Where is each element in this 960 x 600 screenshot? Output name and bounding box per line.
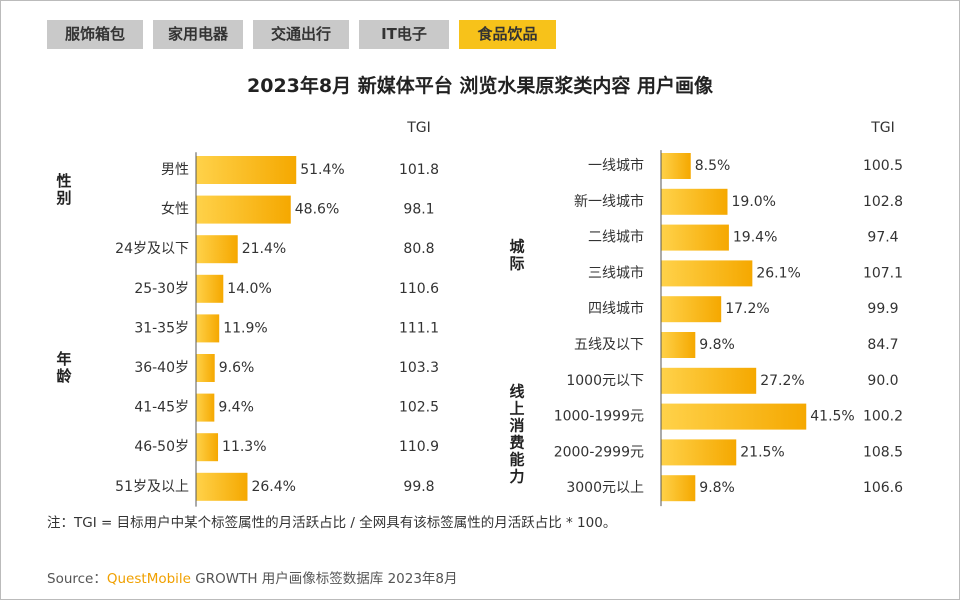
- bar: [196, 433, 219, 462]
- category-label: 新一线城市: [574, 193, 644, 210]
- tab[interactable]: IT电子: [359, 20, 449, 49]
- category-label: 四线城市: [588, 300, 644, 317]
- value-label: 19.0%: [732, 194, 776, 210]
- tgi-value: 111.1: [399, 320, 439, 336]
- tgi-value: 102.8: [863, 194, 903, 210]
- category-label: 41-45岁: [134, 400, 189, 416]
- tgi-value: 98.1: [403, 202, 434, 218]
- tgi-value: 90.0: [867, 373, 898, 389]
- tgi-value: 99.9: [867, 301, 898, 317]
- tab[interactable]: 食品饮品: [459, 20, 556, 49]
- category-label: 1000-1999元: [554, 409, 644, 425]
- value-label: 9.4%: [218, 400, 254, 416]
- bar: [196, 314, 220, 343]
- tgi-value: 110.6: [399, 281, 439, 297]
- tgi-header: TGI: [406, 120, 431, 136]
- source-brand: QuestMobile: [106, 571, 191, 587]
- category-label: 女性: [161, 201, 189, 218]
- value-label: 9.6%: [219, 360, 255, 376]
- tab[interactable]: 服饰箱包: [47, 20, 143, 49]
- tgi-value: 84.7: [867, 337, 898, 353]
- bar: [661, 188, 728, 215]
- bar: [196, 354, 215, 382]
- tgi-value: 99.8: [403, 479, 434, 495]
- tgi-value: 108.5: [863, 444, 903, 460]
- bar: [196, 472, 248, 501]
- tgi-value: 100.2: [863, 409, 903, 425]
- category-label: 51岁及以上: [115, 479, 189, 495]
- bar: [661, 224, 729, 251]
- tgi-value: 107.1: [863, 265, 903, 281]
- category-label: 男性: [161, 162, 189, 178]
- bar: [196, 393, 215, 422]
- tab[interactable]: 家用电器: [153, 20, 243, 49]
- footnote: 注：TGI = 目标用户中某个标签属性的月活跃占比 / 全网具有该标签属性的月活…: [47, 515, 617, 531]
- tgi-value: 97.4: [867, 230, 898, 246]
- value-label: 17.2%: [725, 301, 769, 317]
- value-label: 19.4%: [733, 230, 777, 246]
- value-label: 51.4%: [300, 162, 344, 178]
- category-label: 2000-2999元: [554, 444, 644, 460]
- tgi-value: 103.3: [399, 360, 439, 376]
- bar: [661, 153, 691, 179]
- value-label: 11.9%: [223, 320, 267, 336]
- bar: [196, 156, 297, 184]
- category-label: 24岁及以下: [115, 241, 189, 257]
- value-label: 41.5%: [810, 409, 854, 425]
- group-label: 年龄: [55, 350, 73, 385]
- value-label: 27.2%: [760, 373, 804, 389]
- bar: [661, 260, 753, 287]
- bar: [661, 403, 807, 430]
- value-label: 9.8%: [699, 480, 735, 496]
- category-label: 3000元以上: [566, 480, 644, 496]
- group-label: 性别: [55, 172, 73, 207]
- value-label: 26.4%: [251, 479, 295, 495]
- source-prefix: Source：: [47, 571, 107, 587]
- category-label: 46-50岁: [134, 439, 189, 455]
- title: 2023年8月 新媒体平台 浏览水果原浆类内容 用户画像: [247, 75, 713, 97]
- value-label: 11.3%: [222, 439, 266, 455]
- category-label: 一线城市: [588, 157, 644, 174]
- tgi-value: 106.6: [863, 480, 903, 496]
- bar: [196, 235, 238, 264]
- tgi-header: TGI: [870, 120, 895, 136]
- source: Source：QuestMobile GROWTH 用户画像标签数据库 2023…: [47, 567, 458, 587]
- value-label: 26.1%: [756, 265, 800, 281]
- category-label: 25-30岁: [134, 281, 189, 297]
- value-label: 21.4%: [242, 241, 286, 257]
- tgi-value: 102.5: [399, 400, 439, 416]
- value-label: 21.5%: [740, 444, 784, 460]
- group-label: 线上消费能力: [508, 383, 526, 486]
- bar: [661, 475, 696, 502]
- category-label: 1000元以下: [566, 373, 644, 389]
- tgi-value: 80.8: [403, 241, 434, 257]
- category-label: 36-40岁: [134, 360, 189, 376]
- tab[interactable]: 交通出行: [253, 20, 349, 49]
- category-label: 三线城市: [588, 264, 644, 281]
- source-text: GROWTH 用户画像标签数据库 2023年8月: [195, 571, 458, 587]
- value-label: 14.0%: [227, 281, 271, 297]
- value-label: 8.5%: [695, 158, 731, 174]
- category-label: 五线及以下: [574, 337, 644, 353]
- bar: [196, 274, 224, 303]
- category-label: 31-35岁: [134, 320, 189, 336]
- tgi-value: 100.5: [863, 158, 903, 174]
- tgi-value: 110.9: [399, 439, 439, 455]
- bar: [196, 195, 291, 224]
- value-label: 48.6%: [295, 202, 339, 218]
- bar: [661, 332, 696, 358]
- value-label: 9.8%: [699, 337, 735, 353]
- bar: [661, 439, 737, 466]
- bar: [661, 296, 722, 323]
- bar: [661, 367, 757, 394]
- tgi-value: 101.8: [399, 162, 439, 178]
- group-label: 城际: [508, 238, 526, 273]
- category-label: 二线城市: [588, 229, 644, 246]
